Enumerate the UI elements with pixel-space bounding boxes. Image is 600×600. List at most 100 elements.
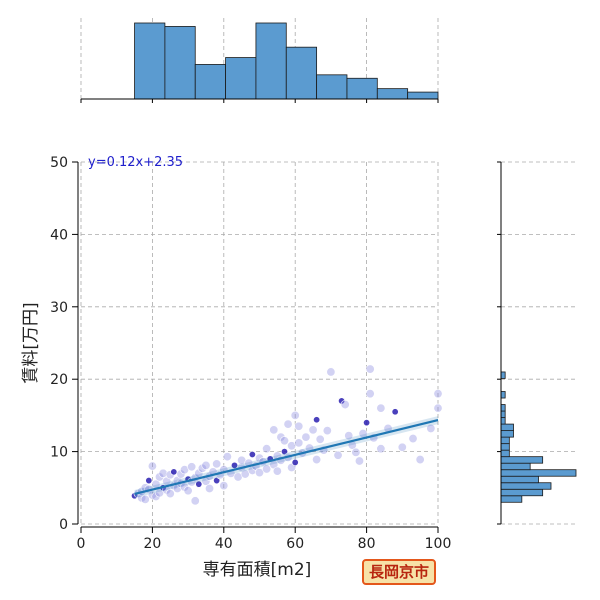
scatter-point bbox=[397, 442, 407, 452]
scatter-point bbox=[201, 460, 211, 470]
scatter-point bbox=[197, 463, 207, 473]
scatter-point bbox=[137, 493, 147, 503]
scatter-point bbox=[145, 477, 153, 485]
scatter-point bbox=[391, 408, 399, 416]
right-histogram-bar bbox=[500, 469, 577, 477]
right-histogram-bar bbox=[500, 488, 544, 497]
scatter-point bbox=[338, 397, 346, 405]
main-grid bbox=[80, 161, 439, 525]
scatter-point bbox=[155, 472, 165, 482]
top-histogram-bar bbox=[316, 74, 348, 100]
scatter-point bbox=[262, 464, 272, 474]
scatter-point bbox=[147, 490, 157, 500]
right-histogram-bar bbox=[500, 495, 523, 503]
y-axis-label: 賃料[万円] bbox=[21, 302, 41, 383]
scatter-point bbox=[283, 419, 293, 429]
scatter-point bbox=[158, 468, 168, 478]
scatter-point bbox=[351, 447, 361, 457]
x-tick-label: 20 bbox=[143, 536, 161, 552]
scatter-point bbox=[426, 423, 436, 433]
y-tick-label: 20 bbox=[50, 372, 68, 388]
y-tick-label: 0 bbox=[59, 517, 68, 533]
right-histogram-bar bbox=[500, 462, 531, 471]
right-histogram-bar bbox=[500, 475, 539, 484]
top-histogram-bar bbox=[134, 22, 166, 100]
scatter-point bbox=[233, 472, 243, 482]
scatter-point bbox=[140, 494, 150, 504]
top-histogram-bar bbox=[194, 64, 226, 100]
scatter-point bbox=[340, 400, 350, 410]
scatter-point bbox=[294, 438, 304, 448]
top-histogram-bar bbox=[285, 46, 318, 100]
scatter-point bbox=[183, 486, 193, 496]
scatter-point bbox=[212, 459, 222, 469]
scatter-point bbox=[147, 461, 157, 471]
top-histogram-bar bbox=[376, 88, 409, 100]
scatter-point bbox=[255, 453, 265, 463]
top-histogram-bar bbox=[255, 22, 287, 100]
scatter-point bbox=[272, 466, 282, 476]
scatter-point bbox=[344, 431, 354, 441]
scatter-point bbox=[322, 426, 332, 436]
right-histogram-bar bbox=[500, 410, 506, 418]
right-histogram-bar bbox=[500, 443, 510, 451]
scatter-point bbox=[151, 491, 161, 501]
scatter-point bbox=[255, 468, 265, 478]
x-tick-label: 60 bbox=[286, 536, 304, 552]
right-marginal-histogram bbox=[497, 161, 578, 525]
scatter-point bbox=[219, 481, 229, 491]
scatter-point bbox=[290, 410, 300, 420]
scatter-point bbox=[376, 444, 386, 454]
top-histogram-bar bbox=[407, 91, 439, 100]
scatter-point bbox=[205, 484, 215, 494]
scatter-point bbox=[237, 455, 247, 465]
right-histogram-bar bbox=[500, 391, 506, 399]
right-histogram-bar bbox=[500, 404, 506, 412]
scatter-point bbox=[248, 450, 256, 458]
right-histogram-bar bbox=[500, 482, 552, 490]
scatter-point bbox=[354, 456, 364, 466]
right-histogram-bar bbox=[500, 423, 514, 432]
y-tick-label: 30 bbox=[50, 300, 68, 316]
top-histogram-bar bbox=[164, 26, 196, 100]
scatter-point bbox=[365, 364, 375, 374]
right-histogram-bar bbox=[500, 371, 506, 379]
y-tick-label: 10 bbox=[50, 445, 68, 461]
scatter-point bbox=[315, 434, 325, 444]
city-badge: 長岡京市 bbox=[362, 559, 437, 585]
scatter-point bbox=[287, 441, 297, 451]
regression-fit-line bbox=[134, 419, 439, 496]
scatter-point bbox=[365, 389, 375, 399]
right-histogram-bar bbox=[500, 417, 506, 425]
scatter-point bbox=[279, 436, 289, 446]
x-tick-label: 0 bbox=[77, 536, 86, 552]
regression-equation: y=0.12x+2.35 bbox=[88, 155, 183, 170]
x-tick-label: 80 bbox=[358, 536, 376, 552]
top-histogram-bar bbox=[346, 77, 378, 100]
scatter-point bbox=[294, 421, 304, 431]
x-tick-label: 100 bbox=[425, 536, 452, 552]
scatter-point bbox=[312, 455, 322, 465]
scatter-point bbox=[240, 469, 250, 479]
right-histogram-bar bbox=[500, 456, 544, 464]
top-marginal-histogram bbox=[80, 18, 439, 103]
scatter-point bbox=[291, 458, 299, 466]
scatter-point bbox=[222, 452, 232, 462]
scatter-point bbox=[326, 367, 336, 377]
right-histogram-bar bbox=[500, 436, 510, 445]
x-tick-label: 40 bbox=[215, 536, 233, 552]
scatter-point bbox=[195, 480, 203, 488]
scatter-point bbox=[301, 432, 311, 442]
scatter-point bbox=[170, 468, 178, 476]
scatter-point bbox=[408, 434, 418, 444]
scatter-point bbox=[190, 496, 200, 506]
scatter-point bbox=[313, 416, 321, 424]
scatter-point bbox=[433, 389, 443, 399]
y-tick-label: 40 bbox=[50, 227, 68, 243]
x-axis-label: 専有面積[m2] bbox=[203, 560, 312, 580]
y-tick-label: 50 bbox=[50, 155, 68, 171]
scatter-point bbox=[376, 403, 386, 413]
regression-line bbox=[134, 416, 439, 498]
scatter-point bbox=[415, 455, 425, 465]
